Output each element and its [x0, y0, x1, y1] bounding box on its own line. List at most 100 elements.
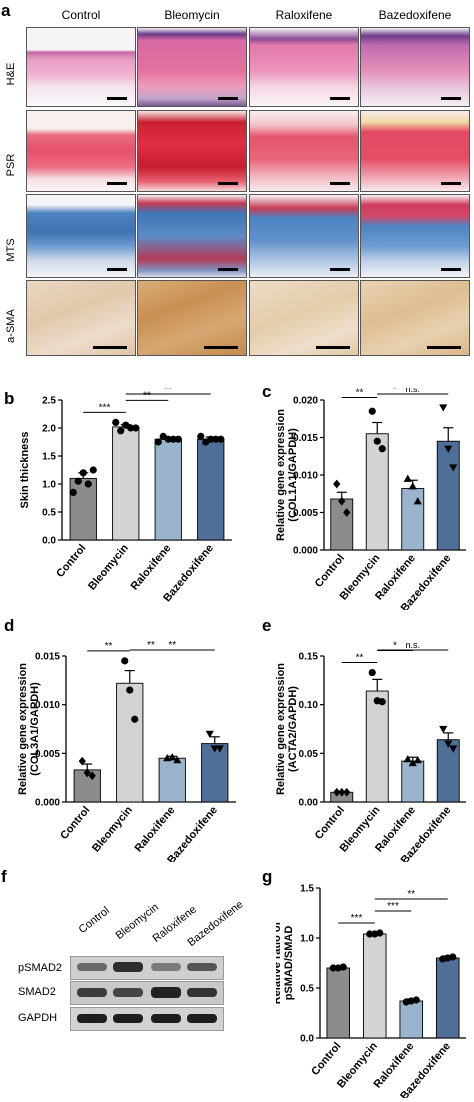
chart-col1a1: 0.000 0.005 0.010 0.015 0.020 Relative gene e… — [276, 388, 466, 610]
data-point — [413, 756, 422, 764]
data-point — [88, 771, 96, 781]
data-point — [366, 930, 374, 938]
data-point — [403, 755, 412, 763]
bar-raloxifene — [401, 488, 425, 551]
y-tick-label: 0.000 — [293, 546, 318, 557]
panel-letter-g: g — [262, 867, 273, 886]
chart-col3a1: 0.000 0.005 0.010 0.015 Relative gene expres… — [17, 640, 236, 862]
y-axis-label: (COL3A1/GAPDH) — [29, 682, 41, 776]
x-tick-label: Bleomycin — [86, 542, 131, 593]
y-tick-label: 2.5 — [42, 396, 56, 407]
col-header-raloxifene: Raloxifene — [275, 8, 333, 22]
data-point — [168, 753, 177, 761]
blot-label-psmad2: pSMAD2 — [18, 962, 63, 974]
bar-bazedoxifene — [436, 739, 460, 803]
significance-label: ** — [356, 653, 364, 664]
bar-bazedoxifene — [436, 440, 460, 551]
y-tick-label: 2.0 — [42, 424, 56, 435]
y-tick-label: 0.00 — [299, 798, 319, 809]
x-tick-label: Control — [313, 804, 347, 842]
row-label-he: H&E — [5, 62, 17, 86]
x-tick-label: Raloxifene — [129, 542, 174, 592]
y-tick-label: 0.5 — [300, 984, 314, 995]
data-point — [207, 435, 215, 443]
significance-label: ** — [407, 889, 415, 900]
panel-letter-d: d — [4, 616, 15, 635]
y-axis-label: (COL1A1/GAPDH) — [287, 428, 299, 522]
data-point — [339, 963, 347, 971]
data-point — [378, 698, 386, 706]
blot-strip-gapdh — [70, 1007, 224, 1031]
data-point — [343, 508, 351, 517]
y-tick-label: 1.5 — [300, 884, 314, 895]
chart-skin-thickness: 0.0 0.5 1.0 1.5 2.0 2.5 Skin thickness ControlB… — [20, 388, 232, 604]
bar-bleomycin — [116, 682, 144, 803]
y-tick-label: 0.005 — [293, 508, 318, 519]
data-point — [333, 479, 341, 489]
y-tick-label: 0.020 — [293, 396, 318, 407]
bar-control — [330, 498, 354, 551]
y-axis-label: Relative ratio of — [276, 921, 283, 1004]
row-label-mts: MTS — [5, 238, 17, 262]
significance-label: ** — [105, 641, 113, 652]
micrograph-mts-bleomycin — [137, 194, 247, 278]
bar-control — [73, 769, 101, 803]
bar-raloxifene — [154, 438, 182, 541]
data-point — [338, 496, 346, 506]
data-point — [373, 437, 381, 445]
micrograph-mts-control — [26, 194, 136, 278]
data-point — [439, 404, 448, 412]
bar-bleomycin — [362, 933, 387, 1039]
data-point — [174, 435, 182, 443]
data-point — [444, 445, 453, 453]
data-point — [439, 725, 448, 734]
micrograph-asma-control — [26, 280, 136, 356]
data-point — [164, 435, 172, 443]
data-point — [408, 482, 417, 490]
data-point — [121, 657, 129, 665]
data-point — [132, 424, 140, 432]
y-tick-label: 0.0 — [300, 1034, 314, 1045]
y-tick-label: 0.10 — [299, 700, 319, 711]
y-axis-label: Skin thickness — [20, 431, 31, 508]
chart-psmad-ratio: 0.0 0.5 1.0 1.5 Relative ratio of pSMAD/SMAD C… — [276, 884, 466, 1098]
bar-raloxifene — [401, 760, 425, 803]
data-point — [329, 964, 337, 972]
micrograph-psr-control — [26, 110, 136, 192]
y-axis-label: Relative gene expression — [17, 663, 29, 795]
significance-label: ** — [143, 390, 151, 401]
micrograph-he-bazedoxifene — [360, 27, 470, 107]
data-point — [126, 686, 134, 694]
panel-letter-f: f — [1, 867, 7, 886]
row-label-psr: PSR — [5, 153, 17, 177]
y-tick-label: 0.015 — [35, 652, 60, 663]
significance-label: n.s. — [405, 640, 420, 650]
data-point — [112, 418, 120, 426]
col-header-bazedoxifene: Bazedoxifene — [378, 8, 452, 22]
bar-control — [69, 477, 97, 541]
panel-letter-a: a — [1, 1, 11, 20]
x-tick-label: Bleomycin — [90, 804, 135, 855]
micrograph-mts-bazedoxifene — [360, 194, 470, 278]
bar-control — [326, 967, 351, 1039]
significance-label: * — [393, 641, 397, 652]
significance-label: *** — [99, 402, 111, 413]
y-tick-label: 0.05 — [299, 749, 319, 760]
significance-label: *** — [387, 901, 399, 912]
chart-acta2: 0.00 0.05 0.10 0.15 Relative gene expression… — [276, 640, 466, 862]
x-tick-label: Control — [309, 1040, 343, 1078]
data-point — [449, 953, 457, 961]
y-tick-label: 0.000 — [35, 798, 60, 809]
micrograph-asma-bazedoxifene — [360, 280, 470, 356]
panel-letter-e: e — [262, 616, 272, 635]
micrograph-mts-raloxifene — [249, 194, 359, 278]
significance-label: ** — [164, 388, 172, 395]
data-point — [212, 435, 220, 443]
micrograph-asma-bleomycin — [137, 280, 247, 356]
x-tick-label: Control — [54, 542, 88, 580]
data-point — [69, 488, 77, 496]
blot-strip-psmad2 — [70, 956, 224, 980]
blot-label-gapdh: GAPDH — [18, 1012, 58, 1024]
data-point — [215, 745, 224, 753]
bar-bleomycin — [365, 690, 389, 803]
